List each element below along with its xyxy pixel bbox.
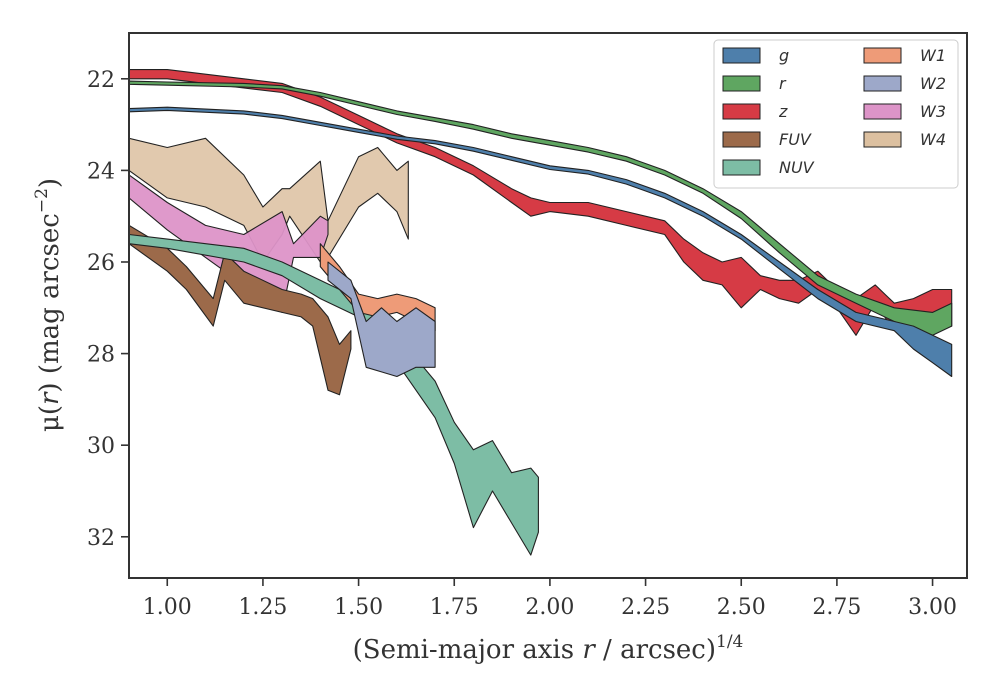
x-tick-label: 2.25 [621,595,670,620]
legend-swatch [722,103,761,120]
y-tick-label: 32 [87,526,115,551]
legend-label: g [779,46,789,65]
legend-swatch [722,75,761,92]
y-tick-label: 28 [87,343,115,368]
band-w2 [327,261,436,378]
y-tick-label: 26 [87,251,115,276]
x-tick-label: 1.00 [143,595,192,620]
x-tick-label: 2.50 [717,595,766,620]
legend-swatch [722,47,761,64]
legend-swatch [722,159,761,176]
legend-swatch [863,131,902,148]
x-tick-label: 2.00 [525,595,574,620]
y-axis: 22 24 26 28 30 32 [87,68,129,551]
x-tick-label: 3.00 [908,595,957,620]
legend-swatch [863,103,902,120]
x-tick-label: 1.75 [430,595,479,620]
legend-swatch [863,75,902,92]
band-r [129,80,953,336]
x-axis: 1.00 1.25 1.50 1.75 2.00 2.25 2.50 2.75 3.00 [143,578,957,620]
y-axis-label: μ(r) (mag arcsec−2) [32,178,65,432]
legend-swatch [863,47,902,64]
legend: grz FUV NUV W1 W2 W3 W4 [713,39,959,189]
y-tick-label: 30 [87,434,115,459]
x-tick-label: 2.75 [812,595,861,620]
legend-label: W3 [920,102,946,121]
x-tick-label: 1.25 [238,595,287,620]
band-g [129,106,953,378]
legend-label: W2 [920,74,946,93]
legend-swatch [722,131,761,148]
legend-label: r [779,74,787,93]
legend-label: FUV [779,130,812,149]
legend-label: W1 [920,46,946,65]
legend-label: W4 [920,130,946,149]
y-tick-label: 22 [87,68,115,93]
y-tick-label: 24 [87,159,115,184]
x-tick-label: 1.50 [334,595,383,620]
legend-label: z [778,102,788,121]
x-axis-label: (Semi-major axis r / arcsec)1/4 [353,632,744,665]
legend-label: NUV [779,158,815,177]
plot-frame [128,32,968,579]
data-bands [129,69,953,556]
